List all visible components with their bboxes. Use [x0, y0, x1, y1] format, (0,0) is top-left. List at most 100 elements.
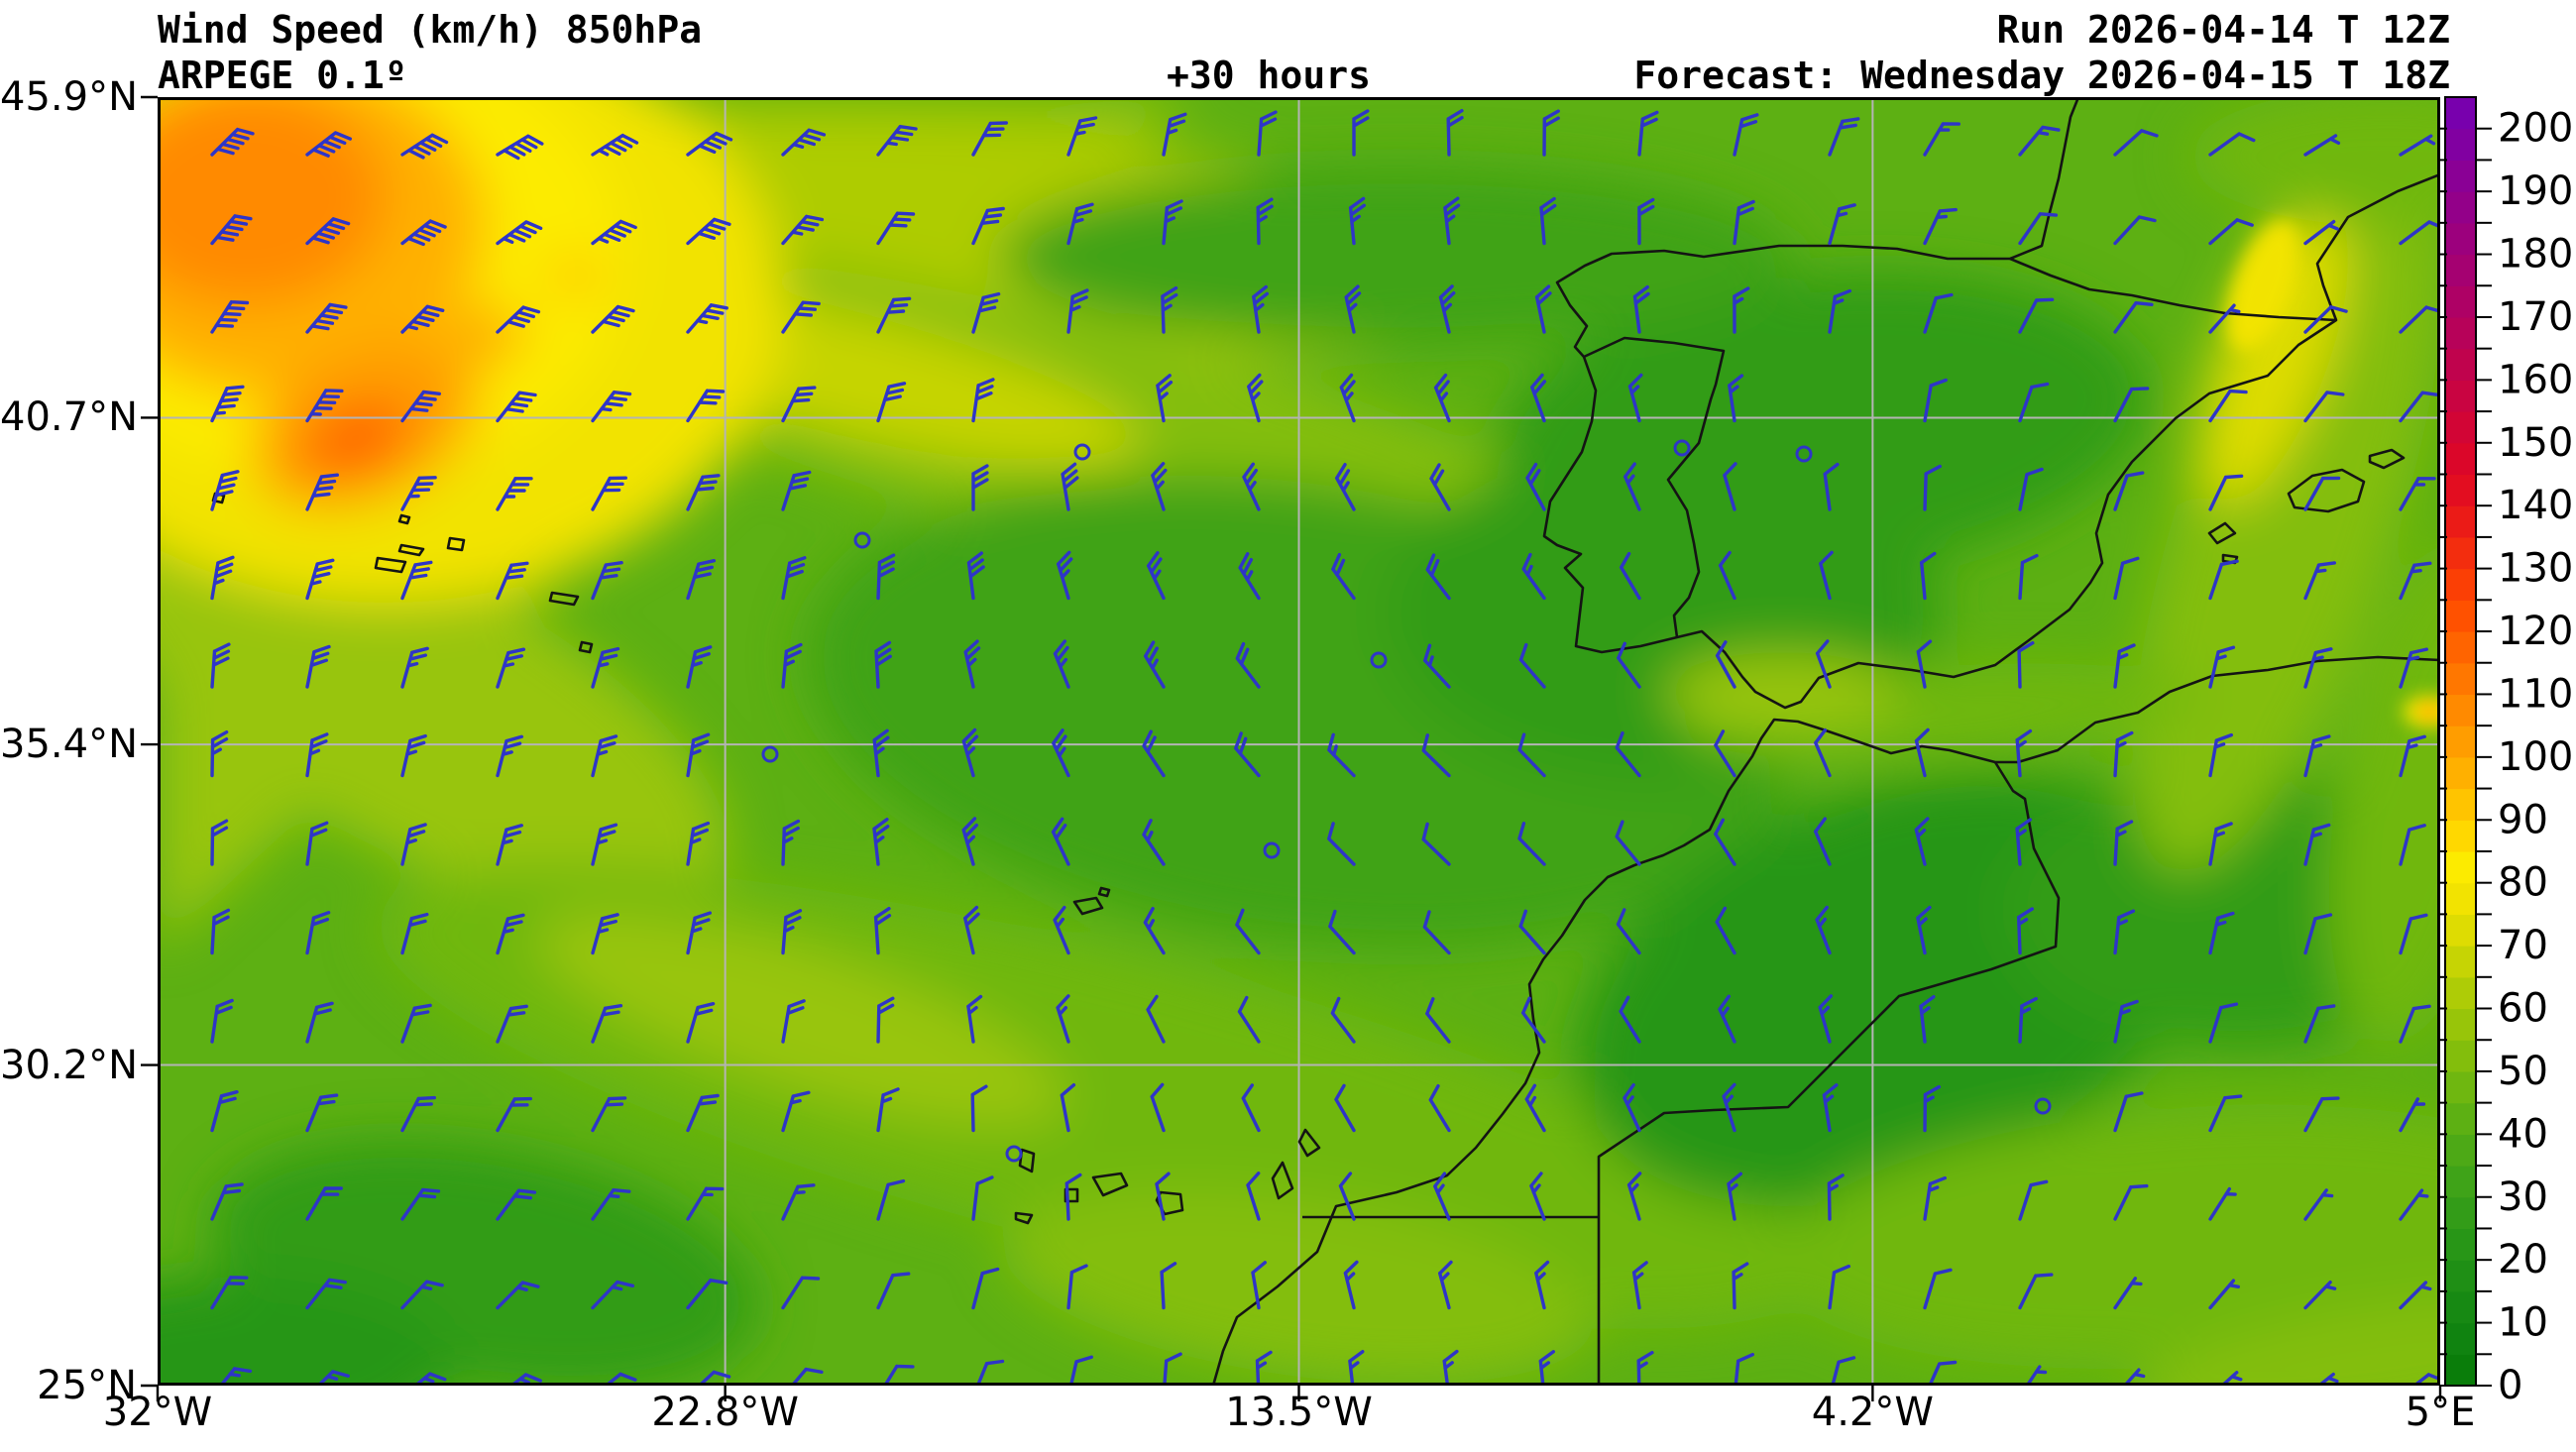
wind-barb — [2113, 643, 2136, 689]
colorbar-segment — [2445, 600, 2476, 632]
wind-barb — [1916, 639, 1933, 689]
wind-barb — [975, 1359, 1005, 1386]
wind-barb — [2018, 467, 2044, 511]
colorbar-segment — [2445, 191, 2476, 224]
wind-barb — [781, 556, 807, 601]
wind-barb — [1146, 994, 1166, 1044]
wind-barb — [218, 1367, 253, 1386]
wind-barb — [1624, 462, 1641, 511]
colorbar-segment — [2445, 1008, 2476, 1041]
wind-barb — [1542, 109, 1560, 157]
colorbar-segment — [2445, 946, 2476, 978]
wind-barb — [966, 551, 985, 601]
wind-barb — [305, 1186, 343, 1221]
colorbar-label: 180 — [2498, 232, 2573, 278]
wind-barb — [496, 1188, 537, 1221]
wind-barb — [781, 642, 803, 689]
wind-barb — [591, 913, 619, 955]
colorbar-label: 40 — [2498, 1111, 2548, 1157]
wind-barb — [1637, 197, 1655, 246]
wind-barb — [1162, 112, 1187, 157]
wind-barb — [970, 1084, 988, 1133]
wind-barb — [1234, 731, 1261, 778]
wind-barb — [591, 391, 632, 423]
wind-barb — [1923, 1175, 1947, 1221]
wind-barb — [1517, 732, 1546, 778]
wind-barb — [1428, 1084, 1451, 1133]
wind-barb — [1052, 728, 1070, 778]
wind-barb — [1626, 1172, 1642, 1221]
wind-barb — [874, 640, 892, 689]
wind-barb — [1242, 462, 1261, 511]
wind-barb — [876, 125, 918, 157]
island-pico-faial — [374, 556, 407, 574]
wind-barb — [400, 823, 427, 866]
wind-barb — [971, 121, 1008, 157]
colorbar-label: 150 — [2498, 420, 2573, 466]
colorbar-segment — [2445, 1290, 2476, 1324]
wind-barb — [2303, 1281, 2337, 1310]
wind-barb — [2399, 477, 2436, 511]
wind-barb — [2208, 1279, 2240, 1310]
wind-barb — [591, 133, 639, 157]
wind-barb — [591, 1280, 635, 1310]
wind-barb — [1433, 373, 1451, 423]
wind-barb — [400, 219, 447, 247]
wind-barb — [781, 819, 801, 866]
wind-barb — [2208, 303, 2241, 334]
coastline-north-africa — [1211, 655, 2440, 1386]
island-sao-miguel — [548, 591, 580, 607]
wind-barb — [1237, 995, 1261, 1044]
wind-barb — [210, 300, 250, 334]
wind-barb — [1828, 1264, 1850, 1310]
wind-barb — [1348, 1350, 1365, 1386]
wind-barb — [400, 1280, 444, 1310]
wind-barb — [1328, 909, 1356, 955]
colorbar-segment — [2445, 914, 2476, 947]
colorbar-border — [2444, 96, 2477, 1387]
colorbar-label: 60 — [2498, 986, 2548, 1032]
wind-barb — [971, 206, 1005, 246]
colorbar-segment — [2445, 536, 2476, 570]
wind-barb — [1338, 1172, 1356, 1221]
island-menorca — [2368, 448, 2406, 470]
wind-barb — [876, 382, 907, 423]
wind-barb — [1828, 117, 1860, 157]
latitude-label: 35.4°N — [0, 722, 138, 768]
wind-barb — [1056, 994, 1070, 1044]
wind-barb — [1734, 1353, 1754, 1386]
wind-barb — [1425, 553, 1451, 601]
colorbar-segment — [2445, 631, 2476, 664]
wind-barb — [1066, 288, 1089, 334]
wind-barb — [2303, 734, 2331, 778]
wind-barb — [2208, 1002, 2239, 1044]
colorbar-segment — [2445, 505, 2476, 538]
wind-barb — [1339, 373, 1356, 423]
wind-barb — [2303, 476, 2341, 511]
wind-barb — [1429, 463, 1451, 511]
wind-barb — [1144, 640, 1166, 689]
wind-barb — [1143, 907, 1166, 955]
field-contours — [158, 97, 2440, 1386]
wind-barb — [876, 1087, 900, 1133]
island-mallorca — [2287, 468, 2366, 513]
wind-barb — [781, 386, 817, 423]
wind-barb — [591, 646, 620, 689]
wind-barb — [1442, 1349, 1459, 1386]
wind-barb — [2303, 913, 2333, 955]
colorbar-label: 200 — [2498, 106, 2573, 152]
wind-barb — [2399, 134, 2436, 157]
border-morocco-algeria — [1597, 761, 2061, 1217]
wind-barb — [686, 911, 712, 955]
wind-barb — [1718, 550, 1736, 601]
island-tenerife — [1091, 1172, 1129, 1197]
colorbar-segment — [2445, 1166, 2476, 1198]
wind-barb — [591, 823, 618, 866]
wind-barb — [305, 1093, 339, 1133]
wind-barb — [1064, 1173, 1082, 1221]
colorbar-segment — [2445, 1260, 2476, 1292]
wind-barb — [873, 907, 892, 955]
wind-barb — [1066, 1264, 1088, 1310]
wind-barb — [1161, 285, 1178, 334]
wind-barb — [2399, 647, 2428, 689]
